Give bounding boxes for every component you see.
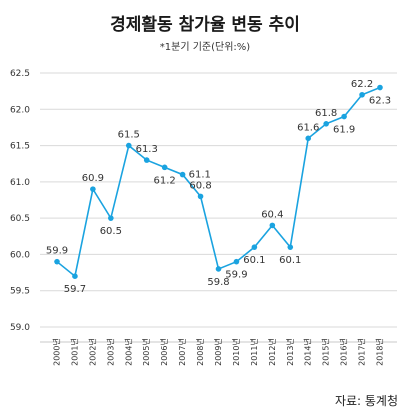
x-tick-label: 2010년 bbox=[231, 338, 241, 366]
y-axis: 62.5 62.0 61.5 61.0 60.5 60.0 59.5 59.0 bbox=[10, 69, 30, 333]
x-tick-label: 2017년 bbox=[357, 338, 367, 366]
x-tick-label: 2001년 bbox=[69, 338, 79, 366]
data-point bbox=[161, 164, 168, 171]
data-label: 62.2 bbox=[351, 79, 373, 90]
data-point bbox=[215, 266, 222, 272]
x-tick-label: 2009년 bbox=[213, 338, 223, 366]
y-tick-label: 59.0 bbox=[10, 323, 30, 333]
x-tick-label: 2012년 bbox=[267, 338, 277, 366]
data-point bbox=[359, 91, 365, 98]
x-tick-label: 2016년 bbox=[339, 338, 349, 366]
x-tick-label: 2018년 bbox=[375, 338, 385, 366]
data-label: 61.5 bbox=[118, 130, 140, 141]
data-point bbox=[341, 113, 347, 120]
data-point bbox=[179, 171, 186, 178]
data-point bbox=[377, 84, 383, 91]
x-tick-label: 2003년 bbox=[105, 338, 115, 366]
data-label: 60.4 bbox=[261, 209, 283, 220]
data-label: 60.8 bbox=[189, 180, 211, 191]
y-tick-label: 62.0 bbox=[10, 105, 30, 115]
y-tick-label: 60.5 bbox=[10, 214, 30, 224]
x-tick-label: 2007년 bbox=[177, 338, 187, 366]
data-point bbox=[143, 157, 150, 163]
y-tick-label: 61.5 bbox=[10, 142, 30, 152]
x-tick-label: 2006년 bbox=[159, 338, 169, 366]
data-point bbox=[54, 258, 60, 265]
x-tick-label: 2011년 bbox=[249, 338, 259, 366]
data-point bbox=[125, 142, 132, 149]
x-tick-label: 2000년 bbox=[52, 338, 62, 366]
x-tick-label: 2005년 bbox=[141, 338, 151, 366]
y-tick-label: 59.5 bbox=[10, 287, 30, 297]
data-labels: 59.9 59.7 60.9 60.5 61.5 61.3 61.2 61.160.8 59.8… bbox=[46, 79, 391, 295]
x-tick-label: 2014년 bbox=[303, 338, 313, 366]
data-label: 60.1 bbox=[279, 255, 301, 266]
chart-subtitle: *1분기 기준(단위:%) bbox=[160, 40, 251, 53]
data-point bbox=[108, 215, 114, 221]
x-tick-label: 2015년 bbox=[321, 338, 331, 366]
y-tick-label: 61.0 bbox=[10, 178, 30, 188]
data-label: 60.1 bbox=[243, 255, 265, 266]
data-point bbox=[197, 193, 204, 200]
data-points bbox=[54, 84, 383, 280]
x-tick-label: 2004년 bbox=[123, 338, 133, 366]
data-label: 59.9 bbox=[46, 246, 68, 257]
data-point bbox=[90, 186, 96, 192]
x-tick-label: 2008년 bbox=[195, 338, 205, 366]
data-point bbox=[323, 121, 329, 127]
data-point bbox=[251, 244, 258, 250]
source-note: 자료: 통계청 bbox=[335, 394, 398, 408]
data-label: 61.8 bbox=[315, 108, 337, 119]
data-point bbox=[287, 244, 294, 250]
y-tick-label: 62.5 bbox=[10, 69, 30, 79]
chart-title: 경제활동 참가율 변동 추이 bbox=[110, 14, 300, 35]
data-label: 60.9 bbox=[82, 173, 104, 184]
data-label: 59.7 bbox=[64, 284, 86, 295]
x-axis: 2000년 2001년 2002년 2003년 2004년 2005년 2006년 2007년… bbox=[52, 338, 385, 366]
data-point bbox=[305, 135, 312, 142]
data-label: 61.3 bbox=[136, 144, 158, 155]
data-label: 62.3 bbox=[369, 96, 391, 107]
gridlines bbox=[40, 72, 397, 343]
x-tick-label: 2013년 bbox=[285, 338, 295, 366]
data-point bbox=[72, 273, 78, 280]
data-label: 60.5 bbox=[100, 226, 122, 237]
data-label: 59.8 bbox=[207, 277, 229, 288]
data-point bbox=[269, 222, 276, 229]
data-point bbox=[233, 258, 240, 265]
data-label: 59.9 bbox=[225, 270, 247, 281]
data-label: 61.9 bbox=[333, 125, 355, 136]
data-label: 61.1 bbox=[189, 170, 211, 181]
x-tick-label: 2002년 bbox=[87, 338, 97, 366]
y-tick-label: 60.0 bbox=[10, 250, 30, 260]
data-label: 61.2 bbox=[154, 175, 176, 186]
data-label: 61.6 bbox=[297, 122, 319, 133]
